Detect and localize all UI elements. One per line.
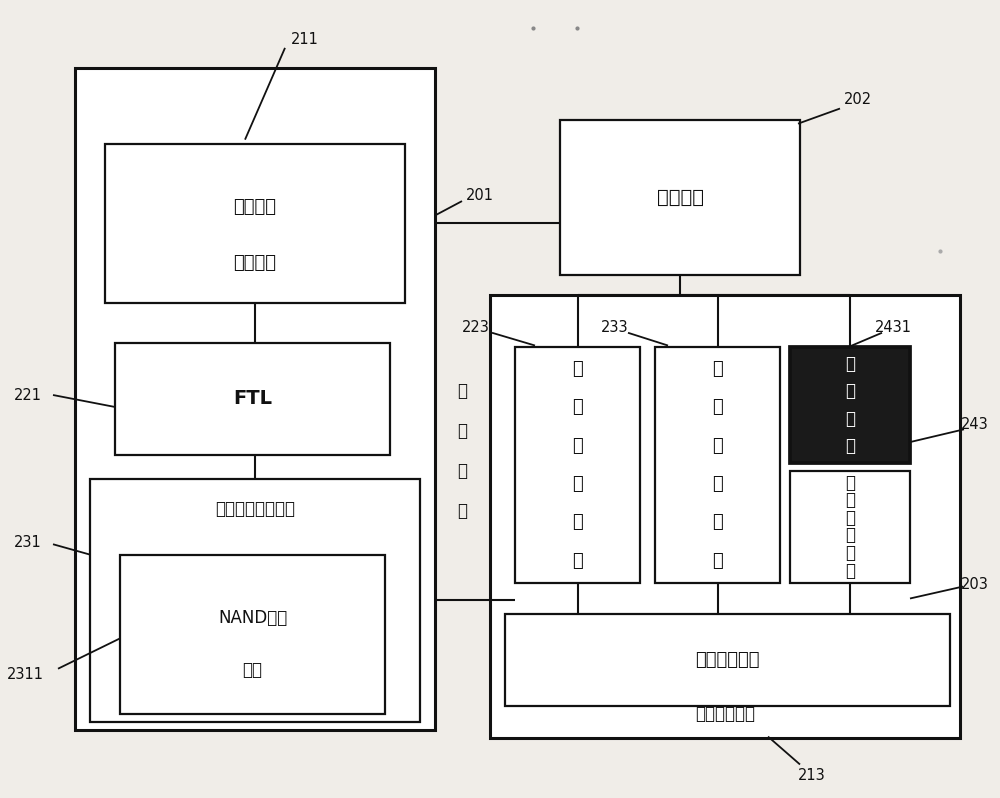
Text: NAND模拟: NAND模拟 [218,610,287,627]
Bar [75,68,435,730]
Text: 错: 错 [572,437,583,455]
Text: 前端硬件: 前端硬件 [234,199,276,216]
Bar [90,479,420,722]
Bar [790,471,910,583]
Text: 系: 系 [457,462,467,480]
Text: 检: 检 [712,360,723,378]
Text: 统: 统 [457,502,467,519]
Text: 202: 202 [844,93,872,107]
Text: 模: 模 [845,544,855,562]
Text: 设: 设 [457,382,467,400]
Text: 口: 口 [845,437,855,455]
Bar [505,614,950,706]
Text: 223: 223 [462,320,490,334]
Text: 测试系统: 测试系统 [656,188,704,207]
Text: 误: 误 [845,527,855,544]
Text: 设: 设 [845,474,855,492]
Text: 块: 块 [712,551,723,570]
Text: 块: 块 [845,562,855,579]
Bar [105,144,405,303]
Bar [120,555,385,714]
Text: 置: 置 [845,492,855,509]
Bar [515,347,640,583]
Text: 243: 243 [961,417,989,432]
Bar [490,295,960,738]
Text: 误: 误 [845,382,855,401]
Text: 错: 错 [845,509,855,527]
Text: 2431: 2431 [874,320,912,334]
Text: 接: 接 [845,409,855,428]
Text: 213: 213 [798,768,826,783]
Text: 错误列表模块: 错误列表模块 [695,651,760,670]
Text: 后端硬件模拟模块: 后端硬件模拟模块 [215,500,295,518]
Text: 误: 误 [712,475,723,493]
Text: 块: 块 [572,551,583,570]
Bar [560,120,800,275]
Text: 233: 233 [601,320,629,334]
Text: 221: 221 [14,388,42,402]
Text: 模: 模 [712,513,723,531]
Text: 误: 误 [572,475,583,493]
Text: 错: 错 [845,355,855,373]
Text: 模拟模块: 模拟模块 [234,255,276,272]
Text: 201: 201 [466,188,494,203]
Text: 模: 模 [572,513,583,531]
Bar [790,347,910,463]
Text: FTL: FTL [233,389,272,409]
Text: 备: 备 [457,422,467,440]
Text: 211: 211 [291,33,319,47]
Text: 231: 231 [14,535,42,550]
Text: 触: 触 [572,360,583,378]
Text: 模块: 模块 [242,662,262,679]
Text: 查: 查 [712,398,723,417]
Text: 2311: 2311 [7,667,44,681]
Text: 203: 203 [961,577,989,591]
Text: 错误插入系统: 错误插入系统 [695,705,755,723]
Bar [655,347,780,583]
Bar [115,343,390,455]
Text: 错: 错 [712,437,723,455]
Text: 发: 发 [572,398,583,417]
